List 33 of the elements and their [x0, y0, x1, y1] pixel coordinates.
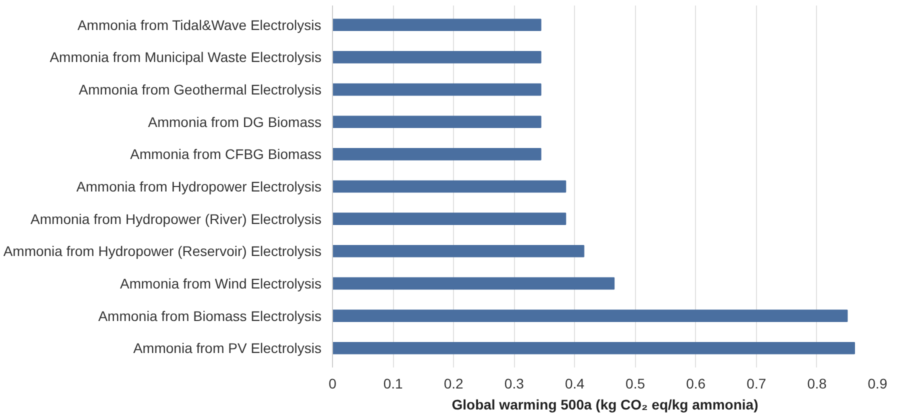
bar	[332, 277, 615, 290]
bar	[332, 244, 584, 258]
x-tick-label: 0	[328, 376, 337, 392]
x-tick-label: 0.5	[626, 376, 646, 392]
bar	[332, 51, 542, 64]
x-tick-label: 0.6	[686, 376, 706, 392]
bar	[332, 83, 542, 96]
x-axis-title: Global warming 500a (kg CO₂ eq/kg ammonia)	[452, 396, 758, 412]
bar	[332, 148, 542, 160]
bar	[332, 342, 855, 354]
y-tick-label: Ammonia from Municipal Waste Electrolysis	[50, 49, 322, 66]
x-tick-label: 0.3	[504, 376, 524, 392]
x-tick-label: 0.4	[564, 376, 585, 392]
bar	[332, 18, 542, 32]
x-tick-label: 0.7	[746, 376, 766, 392]
y-tick-label: Ammonia from Hydropower (River) Electrolysis	[30, 210, 322, 227]
x-tick-label: 0.2	[444, 376, 464, 392]
y-tick-label: Ammonia from PV Electrolysis	[133, 340, 322, 356]
x-tick-label: 0.9	[868, 376, 888, 392]
y-tick-label: Ammonia from Geothermal Electrolysis	[78, 82, 322, 98]
bar	[332, 116, 542, 128]
y-tick-label: Ammonia from Hydropower Electrolysis	[76, 178, 322, 194]
y-tick-label: Ammonia from Biomass Electrolysis	[98, 308, 322, 324]
bar	[332, 180, 566, 193]
y-tick-label: Ammonia from Tidal&Wave Electrolysis	[77, 16, 322, 33]
x-tick-label: 0.8	[807, 376, 827, 392]
x-tick-label: 0.1	[383, 376, 403, 392]
bar	[332, 310, 848, 322]
y-tick-label: Ammonia from CFBG Biomass	[130, 146, 322, 162]
bar	[332, 212, 566, 225]
y-tick-label: Ammonia from DG Biomass	[148, 114, 322, 130]
y-tick-label: Ammonia from Wind Electrolysis	[120, 275, 322, 292]
y-tick-label: Ammonia from Hydropower (Reservoir) Electrolysis	[3, 243, 322, 260]
